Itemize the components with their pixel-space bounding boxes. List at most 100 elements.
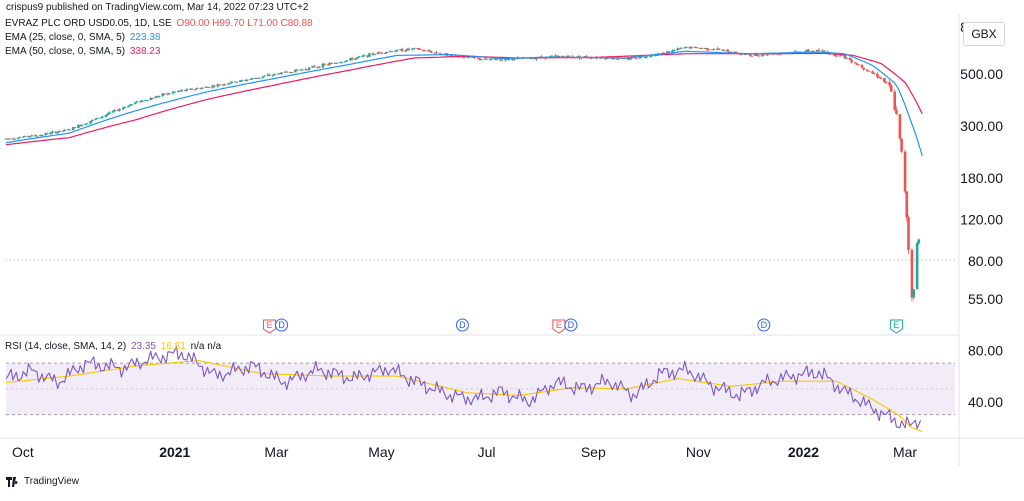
candle-body bbox=[85, 123, 89, 125]
candle-body bbox=[111, 111, 115, 113]
dividend-marker-label: D bbox=[568, 320, 575, 330]
candle-body bbox=[843, 55, 847, 59]
rsi-value: 23.35 bbox=[130, 341, 156, 352]
candle-body bbox=[238, 80, 242, 82]
candle-body bbox=[889, 85, 893, 92]
currency-button[interactable]: GBX bbox=[963, 22, 1005, 46]
candle-body bbox=[385, 51, 388, 54]
candle-body bbox=[99, 117, 103, 119]
candle-body bbox=[628, 58, 631, 60]
candle-body bbox=[154, 96, 158, 99]
candle-body bbox=[905, 191, 909, 218]
candle-body bbox=[18, 137, 22, 139]
candle-body bbox=[812, 50, 816, 52]
dividend-marker-icon bbox=[564, 318, 578, 332]
candle-body bbox=[495, 59, 499, 61]
candle-body bbox=[862, 67, 866, 70]
candle-body bbox=[733, 51, 736, 53]
candle-body bbox=[263, 75, 266, 77]
candle-body bbox=[151, 98, 154, 100]
candle-body bbox=[416, 48, 419, 50]
candle-body bbox=[123, 106, 127, 108]
candle-body bbox=[194, 88, 197, 90]
candle-body bbox=[44, 133, 47, 136]
candle-body bbox=[807, 49, 810, 52]
candle-body bbox=[822, 50, 826, 52]
candle-body bbox=[428, 50, 431, 52]
candle-body bbox=[323, 63, 326, 65]
candle-body bbox=[483, 58, 487, 60]
dividend-marker-label: D bbox=[761, 320, 768, 330]
candle-body bbox=[95, 117, 99, 119]
candle-body bbox=[228, 83, 232, 85]
candle-body bbox=[703, 47, 707, 49]
candle-body bbox=[400, 49, 404, 52]
candle-body bbox=[750, 55, 754, 57]
earnings-marker-icon bbox=[552, 319, 566, 334]
candle-body bbox=[753, 54, 757, 56]
candle-body bbox=[640, 56, 643, 58]
earnings-marker-icon bbox=[263, 319, 277, 334]
candle-body bbox=[895, 109, 898, 115]
candle-body bbox=[180, 90, 183, 92]
candle-body bbox=[333, 62, 337, 64]
candle-body bbox=[712, 49, 716, 51]
candle-body bbox=[645, 56, 649, 58]
ema50-value: 338.23 bbox=[129, 46, 161, 57]
candle-body bbox=[412, 48, 416, 50]
ema50-label: EMA (50, close, 0, SMA, 5) bbox=[5, 46, 126, 57]
candle-body bbox=[884, 81, 888, 83]
candle-body bbox=[604, 58, 607, 60]
candle-body bbox=[135, 101, 139, 103]
candle-body bbox=[68, 129, 72, 131]
ema25-value: 223.38 bbox=[129, 32, 161, 43]
candle-body bbox=[393, 51, 397, 53]
candle-body bbox=[16, 138, 20, 140]
candle-body bbox=[485, 58, 488, 60]
candle-body bbox=[233, 81, 237, 83]
candle-body bbox=[73, 127, 77, 129]
candle-body bbox=[716, 48, 719, 50]
candle-body bbox=[430, 51, 433, 53]
candle-body bbox=[116, 109, 120, 111]
candle-body bbox=[283, 71, 287, 73]
candle-body bbox=[468, 56, 471, 58]
candle-body bbox=[290, 72, 294, 74]
candle-body bbox=[244, 80, 247, 82]
candle-body bbox=[343, 61, 347, 63]
candle-body bbox=[853, 62, 857, 64]
candle-body bbox=[671, 50, 674, 52]
candle-body bbox=[285, 71, 289, 73]
price-axis-label: 500.00 bbox=[960, 66, 1003, 82]
candle-body bbox=[726, 49, 729, 52]
candle-body bbox=[566, 55, 569, 58]
candle-body bbox=[161, 93, 165, 96]
candle-body bbox=[679, 47, 683, 49]
candle-body bbox=[144, 100, 147, 102]
ema25-legend: EMA (25, close, 0, SMA, 5) 223.38 bbox=[5, 32, 162, 43]
candle-body bbox=[635, 58, 638, 60]
candle-body bbox=[795, 51, 798, 53]
rsi-extra: n/a n/a bbox=[190, 341, 222, 352]
candle-body bbox=[418, 48, 421, 50]
candle-body bbox=[156, 96, 159, 98]
candle-body bbox=[535, 58, 538, 60]
candle-body bbox=[433, 52, 437, 54]
candle-body bbox=[471, 57, 475, 59]
candle-body bbox=[693, 46, 697, 48]
candle-body bbox=[867, 70, 871, 72]
dividend-marker-icon bbox=[757, 318, 771, 332]
candle-body bbox=[121, 107, 125, 110]
candle-body bbox=[554, 55, 557, 57]
candle-body bbox=[438, 53, 442, 55]
candle-body bbox=[688, 46, 692, 49]
earnings-marker-label: E bbox=[893, 320, 899, 330]
candle-body bbox=[211, 85, 214, 88]
price-axis-label: 80.00 bbox=[968, 253, 1003, 269]
candle-body bbox=[567, 55, 571, 57]
candle-body bbox=[13, 138, 16, 140]
candle-body bbox=[183, 90, 187, 92]
candle-body bbox=[845, 57, 848, 59]
candle-body bbox=[583, 56, 587, 58]
